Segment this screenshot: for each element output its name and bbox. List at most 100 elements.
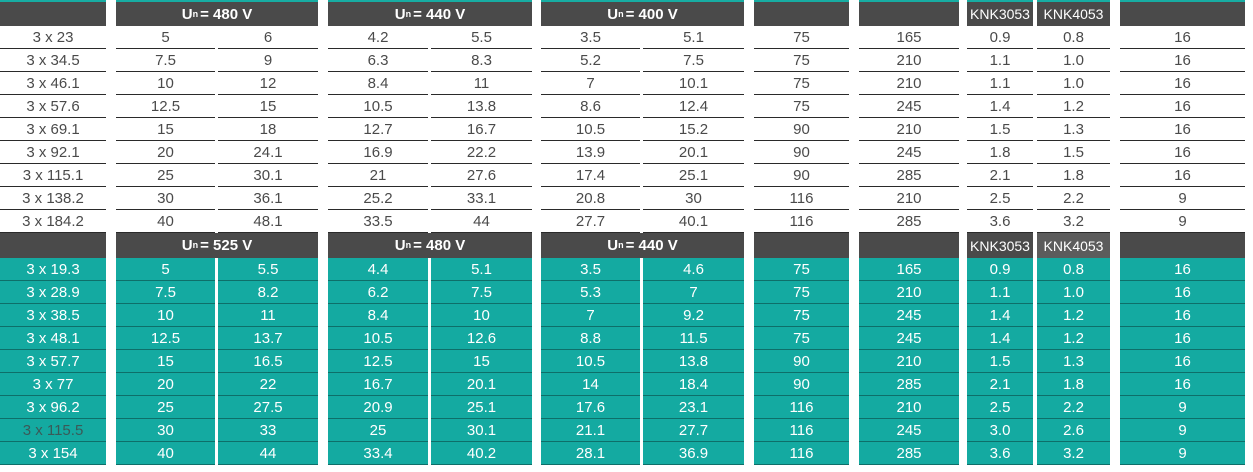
voltage-value: = 480 V <box>413 237 466 254</box>
table-cell: 7 <box>541 72 640 95</box>
table-cell: 0.9 <box>967 258 1033 281</box>
table-cell: 1.1 <box>967 72 1033 95</box>
voltage-symbol: U <box>394 237 406 254</box>
table-cell: 210 <box>859 350 959 373</box>
table-cell: 16 <box>1120 49 1245 72</box>
voltage-value: = 525 V <box>200 237 253 254</box>
table-cell: 10.5 <box>541 118 640 141</box>
table-cell: 20 <box>116 141 215 164</box>
table-cell: 12.4 <box>643 95 744 118</box>
table-cell: 3 x 77 <box>0 373 106 396</box>
table-cell: 1.8 <box>1037 164 1110 187</box>
table-cell: 40 <box>116 442 215 465</box>
table-cell: 11.5 <box>643 327 744 350</box>
table-cell: 16.7 <box>431 118 532 141</box>
table-cell: 44 <box>431 210 532 233</box>
table-cell: 11 <box>218 304 318 327</box>
table-cell: 3 x 69.1 <box>0 118 106 141</box>
table-cell: 1.0 <box>1037 49 1110 72</box>
table-cell: 16 <box>1120 327 1245 350</box>
voltage-symbol: U <box>181 237 193 254</box>
table-cell: 285 <box>859 373 959 396</box>
table-cell: 75 <box>754 327 849 350</box>
table-cell: 15 <box>431 350 532 373</box>
table-cell: 285 <box>859 210 959 233</box>
table-cell: 10 <box>116 304 215 327</box>
table-cell: 10 <box>431 304 532 327</box>
table-cell: 22 <box>218 373 318 396</box>
table-cell: 12.5 <box>116 95 215 118</box>
code-header-knk3053: KNK3053 <box>967 0 1033 26</box>
table-cell: 20.8 <box>541 187 640 210</box>
table-cell: 2.1 <box>967 373 1033 396</box>
table-cell: 30 <box>643 187 744 210</box>
table-cell: 11 <box>431 72 532 95</box>
table-cell: 16 <box>1120 373 1245 396</box>
table-cell: 2.5 <box>967 396 1033 419</box>
table-cell: 245 <box>859 419 959 442</box>
table-cell: 2.2 <box>1037 187 1110 210</box>
table-cell: 2.6 <box>1037 419 1110 442</box>
table-cell: 12 <box>218 72 318 95</box>
table-cell: 1.2 <box>1037 95 1110 118</box>
header-blank-cell <box>859 233 959 258</box>
table-cell: 25.2 <box>328 187 428 210</box>
header-blank-cell <box>1120 0 1245 26</box>
table-cell: 2.1 <box>967 164 1033 187</box>
table-cell: 7.5 <box>116 49 215 72</box>
table-cell: 3 x 38.5 <box>0 304 106 327</box>
voltage-symbol: U <box>181 5 193 23</box>
code-header-knk4053: KNK4053 <box>1037 233 1110 258</box>
table-cell: 10 <box>116 72 215 95</box>
header-blank-cell <box>754 233 849 258</box>
table-cell: 25.1 <box>431 396 532 419</box>
table-cell: 16.9 <box>328 141 428 164</box>
header-blank-cell <box>1120 233 1245 258</box>
table-cell: 1.5 <box>1037 141 1110 164</box>
table-cell: 15 <box>116 350 215 373</box>
table-cell: 1.2 <box>1037 327 1110 350</box>
table-cell: 16.7 <box>328 373 428 396</box>
table-cell: 15 <box>116 118 215 141</box>
table-cell: 14 <box>541 373 640 396</box>
table-cell: 7 <box>541 304 640 327</box>
table-cell: 5 <box>116 26 215 49</box>
table-cell: 3 x 19.3 <box>0 258 106 281</box>
voltage-subscript: n <box>405 240 412 250</box>
table-cell: 3 x 48.1 <box>0 327 106 350</box>
table-cell: 30.1 <box>218 164 318 187</box>
voltage-value: = 480 V <box>200 5 253 23</box>
table-cell: 3 x 115.5 <box>0 419 106 442</box>
table-cell: 8.6 <box>541 95 640 118</box>
table-cell: 20 <box>116 373 215 396</box>
table-cell: 10.5 <box>328 327 428 350</box>
table-cell: 116 <box>754 442 849 465</box>
table-cell: 3 x 92.1 <box>0 141 106 164</box>
table-cell: 25 <box>116 396 215 419</box>
table-cell: 8.8 <box>541 327 640 350</box>
table-cell: 18.4 <box>643 373 744 396</box>
table-cell: 3 x 46.1 <box>0 72 106 95</box>
table-cell: 245 <box>859 141 959 164</box>
table-cell: 25 <box>328 419 428 442</box>
table-cell: 75 <box>754 26 849 49</box>
table-cell: 3 x 154 <box>0 442 106 465</box>
table-cell: 27.7 <box>643 419 744 442</box>
voltage-symbol: U <box>607 237 619 254</box>
table-cell: 3 x 57.7 <box>0 350 106 373</box>
table-cell: 40.2 <box>431 442 532 465</box>
table-cell: 75 <box>754 95 849 118</box>
table-cell: 20.9 <box>328 396 428 419</box>
code-header-knk3053: KNK3053 <box>967 233 1033 258</box>
table-cell: 23.1 <box>643 396 744 419</box>
table-cell: 90 <box>754 141 849 164</box>
table-cell: 8.4 <box>328 72 428 95</box>
table-cell: 1.8 <box>1037 373 1110 396</box>
table-cell: 2.2 <box>1037 396 1110 419</box>
table-cell: 30.1 <box>431 419 532 442</box>
table-cell: 1.4 <box>967 95 1033 118</box>
table-cell: 2.5 <box>967 187 1033 210</box>
header-blank-cell <box>754 0 849 26</box>
